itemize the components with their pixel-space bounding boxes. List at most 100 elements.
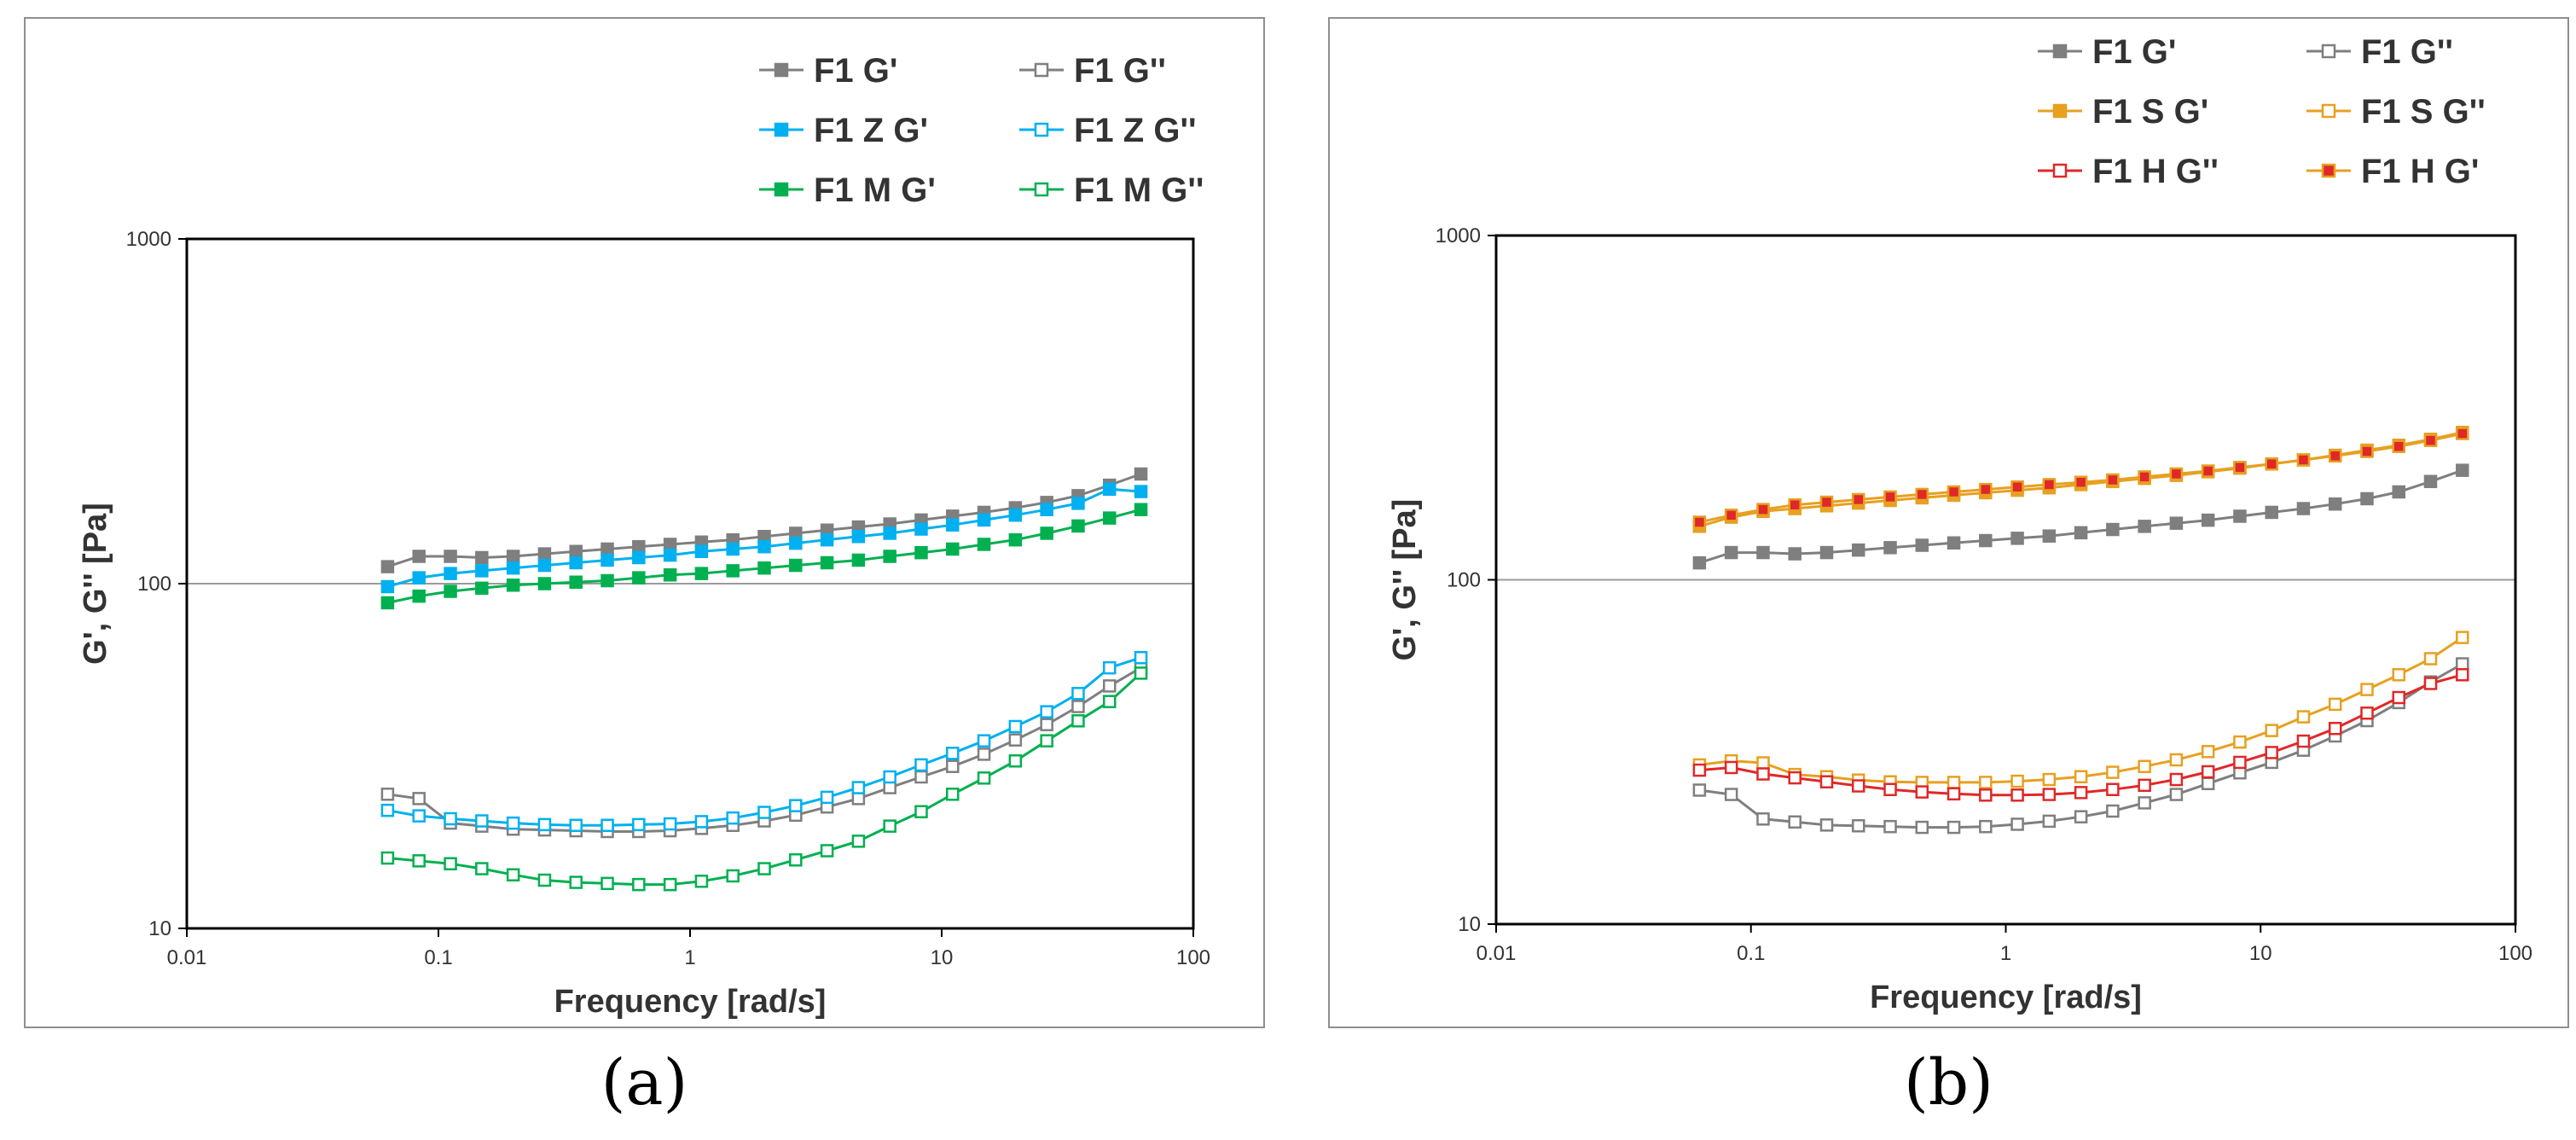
a-data-point <box>1040 526 1053 540</box>
b-data-point <box>2233 461 2247 474</box>
b-data-point <box>1883 819 1897 834</box>
a-data-point <box>977 771 991 785</box>
a-data-point <box>851 530 866 544</box>
b-data-point <box>1979 482 1993 497</box>
b-data-point <box>1883 782 1897 797</box>
b-data-point <box>2010 480 2024 494</box>
a-data-point <box>851 792 866 806</box>
a-legend-swatch-marker <box>1034 182 1049 197</box>
b-y-axis-label: G', G'' [Pa] <box>1387 499 1423 661</box>
a-data-point <box>380 788 395 801</box>
a-data-point <box>1040 705 1053 718</box>
a-data-point <box>380 803 395 817</box>
b-x-tick-label: 100 <box>2498 942 2532 965</box>
a-data-point <box>1008 754 1023 768</box>
a-data-point <box>726 564 740 578</box>
a-data-point <box>444 550 457 563</box>
b-data-point <box>2169 467 2184 481</box>
a-data-point <box>1103 660 1117 675</box>
a-data-point <box>569 544 583 559</box>
b-y-tick-label: 1000 <box>1436 224 1481 247</box>
a-data-point <box>475 550 489 565</box>
b-series-0 <box>1692 463 2469 570</box>
a-data-point <box>851 553 866 567</box>
b-data-point <box>1947 485 1961 499</box>
b-x-axis-label: Frequency [rad/s] <box>1870 980 2142 1015</box>
b-legend-label: F1 S G'' <box>2361 93 2486 131</box>
a-legend-label: F1 M G'' <box>1074 172 1204 209</box>
a-data-point <box>1134 503 1148 516</box>
b-data-point <box>1979 533 1993 548</box>
b-data-point <box>2423 474 2438 489</box>
a-data-point <box>569 875 583 889</box>
a-data-point <box>412 792 426 806</box>
a-data-point <box>883 526 896 540</box>
a-x-tick-label: 1 <box>684 946 695 969</box>
b-series-1 <box>1692 657 2469 835</box>
a-series-line <box>387 672 1142 887</box>
b-data-point <box>2392 485 2405 499</box>
a-data-point <box>883 819 896 833</box>
b-data-point <box>2042 772 2057 787</box>
b-data-point <box>2138 796 2151 810</box>
a-data-point <box>1071 497 1085 510</box>
b-data-point <box>1852 543 1865 557</box>
a-data-point <box>663 538 677 551</box>
a-data-point <box>757 862 771 875</box>
a-data-point <box>726 542 740 556</box>
b-data-point <box>2042 788 2057 801</box>
b-x-tick-label: 1 <box>2000 942 2011 965</box>
a-legend-label: F1 Z G'' <box>1074 112 1196 149</box>
b-data-point <box>2074 526 2088 540</box>
b-data-point <box>2074 475 2088 489</box>
b-data-point <box>1852 492 1865 507</box>
a-data-point <box>600 553 614 567</box>
b-x-tick-label: 10 <box>2249 942 2272 965</box>
a-data-point <box>1134 485 1148 498</box>
a-legend-label: F1 G'' <box>1074 52 1166 90</box>
b-data-point <box>1724 788 1738 801</box>
a-data-point <box>412 854 426 868</box>
b-data-point <box>2328 721 2342 736</box>
b-data-point <box>1756 503 1770 516</box>
b-series-line <box>1699 662 2463 829</box>
b-data-point <box>1979 819 1993 834</box>
b-data-point <box>1788 497 1801 512</box>
chart-panel-a: 0.01 0.1 1 10 100 10 100 1000 Frequency [rad/s] G… <box>24 17 1265 1028</box>
b-series-5 <box>1692 427 2469 529</box>
b-data-point <box>2456 668 2469 682</box>
b-data-point <box>1819 495 1834 509</box>
b-data-point <box>1947 776 1961 789</box>
a-data-point <box>946 542 960 556</box>
b-data-point <box>1692 763 1707 777</box>
b-data-point <box>1979 788 1993 802</box>
a-data-point <box>412 809 426 823</box>
a-data-point <box>444 567 457 580</box>
a-data-point <box>1008 719 1023 734</box>
b-data-point <box>2138 470 2151 484</box>
a-data-point <box>380 851 395 865</box>
b-legend-swatch-marker <box>2321 103 2336 119</box>
b-legend-label: F1 H G'' <box>2092 153 2219 190</box>
a-x-tick-label: 100 <box>1176 946 1210 969</box>
a-data-point <box>914 758 928 772</box>
a-data-point <box>757 806 771 819</box>
a-series-line <box>387 656 1142 827</box>
b-data-point <box>1915 820 1929 835</box>
a-legend-swatch-marker <box>1034 122 1049 137</box>
b-legend-label: F1 G' <box>2092 33 2176 71</box>
a-data-point <box>789 536 803 550</box>
b-data-point <box>1756 756 1770 770</box>
a-data-point <box>600 573 614 588</box>
b-data-point <box>1756 812 1770 826</box>
b-data-point <box>1852 819 1865 833</box>
chart-panel-b: 0.01 0.1 1 10 100 10 100 1000 Frequency [rad/s] G… <box>1328 17 2569 1028</box>
a-data-point <box>600 876 614 891</box>
b-data-point <box>2138 759 2151 773</box>
a-data-point <box>412 550 426 563</box>
a-data-point <box>537 577 552 590</box>
a-data-point <box>506 561 520 575</box>
b-data-point <box>2360 683 2374 696</box>
b-legend-swatch-marker <box>2052 163 2068 178</box>
b-data-point <box>2456 631 2469 644</box>
